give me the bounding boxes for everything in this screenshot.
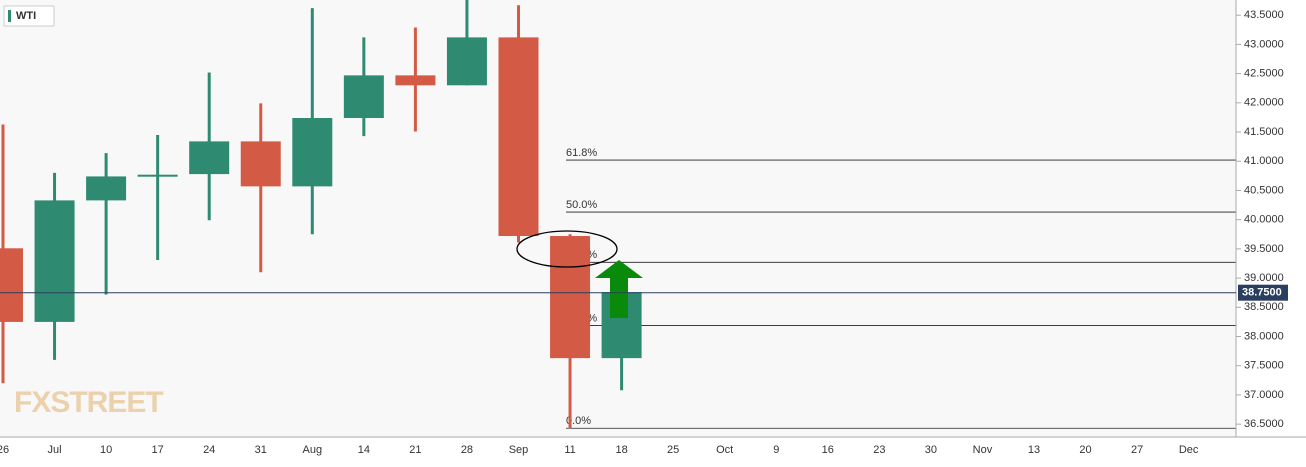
candle-body bbox=[189, 141, 230, 175]
fib-label: 0.0% bbox=[566, 415, 591, 427]
candle-body bbox=[343, 75, 384, 119]
candle-body bbox=[0, 248, 23, 322]
y-tick-label: 42.0000 bbox=[1244, 97, 1284, 109]
y-tick-label: 39.0000 bbox=[1244, 272, 1284, 284]
y-tick-label: 38.5000 bbox=[1244, 301, 1284, 313]
x-tick-label: Aug bbox=[303, 444, 323, 456]
x-tick-label: 14 bbox=[358, 444, 370, 456]
legend-swatch bbox=[8, 10, 11, 22]
x-tick-label: Sep bbox=[509, 444, 529, 456]
legend-label: WTI bbox=[16, 10, 36, 22]
candle-body bbox=[550, 236, 591, 359]
x-tick-label: 28 bbox=[461, 444, 473, 456]
plot-area: 61.8%50.0%38.2%23.6%0.0% bbox=[0, 0, 1236, 429]
x-tick-label: Oct bbox=[716, 444, 733, 456]
y-tick-label: 38.0000 bbox=[1244, 330, 1284, 342]
y-tick-label: 39.5000 bbox=[1244, 243, 1284, 255]
y-tick-label: 37.5000 bbox=[1244, 360, 1284, 372]
watermark: FXSTREET bbox=[14, 386, 163, 419]
y-tick-label: 40.0000 bbox=[1244, 214, 1284, 226]
x-tick-label: 21 bbox=[409, 444, 421, 456]
x-tick-label: 31 bbox=[255, 444, 267, 456]
x-tick-label: 17 bbox=[152, 444, 164, 456]
last-price-label: 38.7500 bbox=[1242, 287, 1282, 299]
x-tick-label: 30 bbox=[925, 444, 937, 456]
y-tick-label: 42.5000 bbox=[1244, 68, 1284, 80]
y-tick-label: 41.0000 bbox=[1244, 155, 1284, 167]
x-tick-label: Nov bbox=[973, 444, 993, 456]
candle-body bbox=[292, 118, 333, 187]
y-tick-label: 37.0000 bbox=[1244, 389, 1284, 401]
candle-body bbox=[34, 200, 75, 322]
x-tick-label: 18 bbox=[615, 444, 627, 456]
plot-background bbox=[0, 0, 1236, 437]
candle-body bbox=[137, 174, 178, 177]
candle-body bbox=[395, 75, 436, 86]
candle-body bbox=[240, 141, 281, 187]
candle-body bbox=[446, 37, 487, 86]
x-tick-label: 24 bbox=[203, 444, 215, 456]
x-tick-label: 13 bbox=[1028, 444, 1040, 456]
x-tick-label: 9 bbox=[773, 444, 779, 456]
y-tick-label: 43.0000 bbox=[1244, 38, 1284, 50]
y-tick-label: 36.5000 bbox=[1244, 418, 1284, 430]
y-tick-label: 43.5000 bbox=[1244, 9, 1284, 21]
x-tick-label: 25 bbox=[667, 444, 679, 456]
x-tick-label: 16 bbox=[822, 444, 834, 456]
fib-label: 61.8% bbox=[566, 147, 597, 159]
last-price-tag bbox=[1238, 284, 1288, 301]
x-tick-label: Dec bbox=[1179, 444, 1199, 456]
candle-body bbox=[86, 176, 127, 201]
x-tick-label: 11 bbox=[564, 444, 575, 456]
x-tick-label: 20 bbox=[1079, 444, 1091, 456]
x-tick-label: 10 bbox=[100, 444, 112, 456]
annotation-arrow bbox=[595, 260, 643, 318]
candle-body bbox=[498, 37, 539, 237]
x-tick-label: 27 bbox=[1131, 444, 1143, 456]
x-tick-label: Jul bbox=[48, 444, 62, 456]
x-tick-label: 26 bbox=[0, 444, 9, 456]
y-tick-label: 41.5000 bbox=[1244, 126, 1284, 138]
y-tick-label: 40.5000 bbox=[1244, 184, 1284, 196]
annotation-ellipse bbox=[516, 230, 618, 268]
legend-box bbox=[3, 5, 55, 27]
x-tick-label: 23 bbox=[873, 444, 885, 456]
fib-label: 50.0% bbox=[566, 199, 597, 211]
